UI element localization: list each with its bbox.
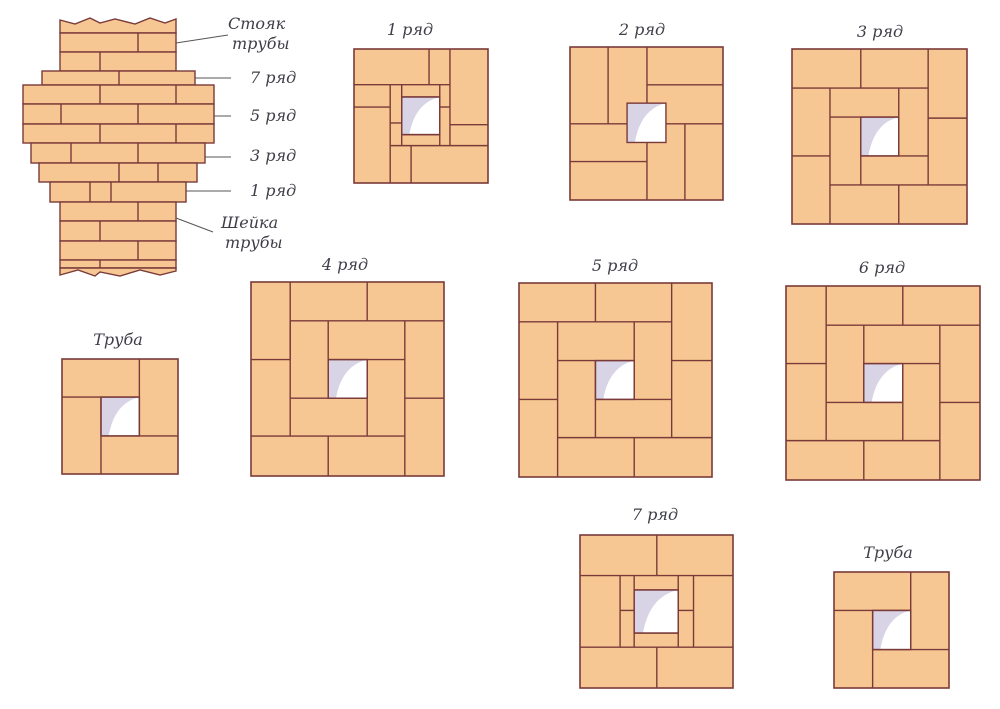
- brick-course: [22, 103, 215, 125]
- flue-shading: [100, 397, 140, 436]
- plan-row7: [579, 534, 734, 689]
- brick-course: [30, 142, 206, 164]
- riser-break-top: [59, 17, 177, 34]
- brick-course: [22, 123, 215, 144]
- plan-row3: [791, 48, 968, 225]
- brick-course: [59, 51, 177, 72]
- label-row3: 3 ряд: [250, 146, 296, 165]
- title-row4: 4 ряд: [321, 255, 368, 274]
- label-row5: 5 ряд: [250, 106, 296, 125]
- flue-shading: [595, 360, 635, 400]
- plan-pipe-left: [61, 358, 179, 475]
- plan-titles: 1 ряд 2 ряд 3 ряд 4 ряд 5 ряд 6 ряд 7 ря…: [93, 20, 913, 562]
- plan-row1: [353, 48, 489, 184]
- flue-shading: [401, 96, 440, 135]
- leader-line: [175, 217, 214, 233]
- flue-shading: [872, 610, 911, 650]
- label-neck-1: Шейка: [220, 213, 278, 232]
- title-row6: 6 ряд: [859, 258, 905, 277]
- leader-line: [175, 34, 229, 44]
- elevation-labels: Стояк трубы 7 ряд 5 ряд 3 ряд 1 ряд Шейк…: [220, 14, 296, 252]
- title-row1: 1 ряд: [387, 20, 433, 39]
- plan-row5: [518, 282, 713, 478]
- title-pipe-left: Труба: [93, 330, 143, 349]
- brick-course: [38, 162, 198, 183]
- label-neck-2: трубы: [225, 233, 283, 252]
- title-pipe-right: Труба: [863, 543, 913, 562]
- plan-row2: [569, 46, 724, 201]
- brick-course: [59, 201, 177, 222]
- label-riser-1: Стояк: [228, 14, 286, 33]
- plan-pipe-right: [833, 571, 950, 689]
- label-row1: 1 ряд: [250, 181, 296, 200]
- label-row7: 7 ряд: [250, 68, 296, 87]
- plan-row4: [250, 281, 445, 477]
- chimney-elevation: [22, 17, 231, 277]
- brick-course: [59, 32, 177, 53]
- flue-shading: [634, 589, 679, 634]
- brick-course: [22, 84, 215, 105]
- neck-break-bottom: [59, 267, 177, 277]
- flue-shading: [863, 363, 903, 403]
- brick-course: [59, 220, 177, 242]
- flue-shading: [328, 359, 368, 399]
- brick-course: [59, 240, 177, 261]
- row-plans: [61, 46, 981, 689]
- label-riser-2: трубы: [232, 34, 290, 53]
- flue-shading: [860, 117, 899, 156]
- plan-row6: [785, 285, 981, 481]
- title-row5: 5 ряд: [592, 256, 638, 275]
- title-row2: 2 ряд: [618, 20, 665, 39]
- brick-course: [59, 259, 177, 269]
- flue-shading: [627, 103, 666, 143]
- brick-course: [49, 181, 187, 203]
- title-row3: 3 ряд: [857, 22, 903, 41]
- title-row7: 7 ряд: [632, 505, 678, 524]
